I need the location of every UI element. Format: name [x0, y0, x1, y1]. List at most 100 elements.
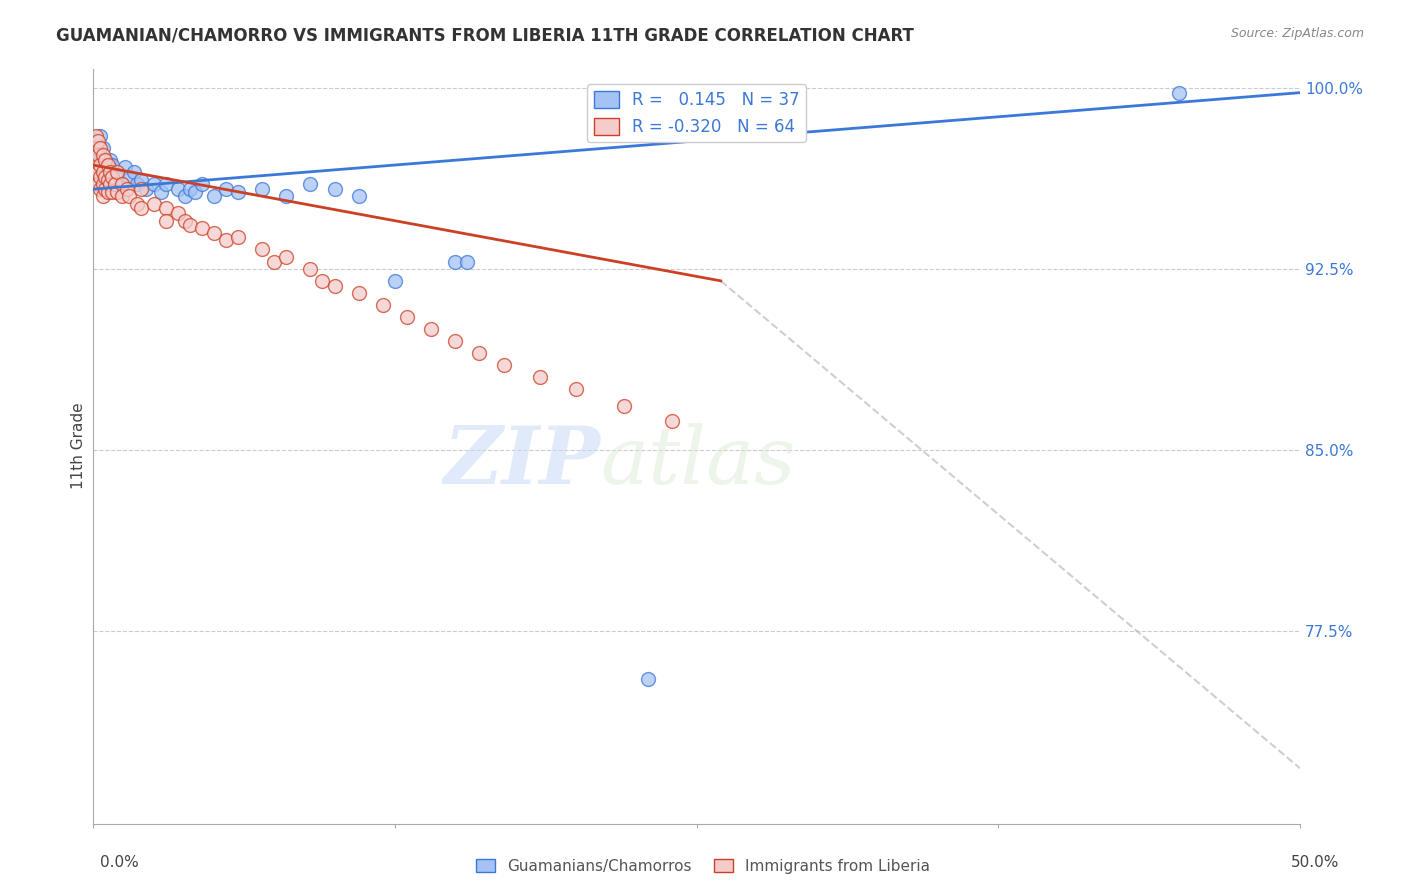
Point — [202, 189, 225, 203]
Point — [456, 254, 478, 268]
Point — [87, 148, 110, 162]
Point — [371, 298, 394, 312]
Point — [91, 141, 114, 155]
Point — [84, 129, 107, 144]
Point — [118, 170, 141, 185]
Point — [1168, 86, 1191, 100]
Point — [142, 178, 165, 192]
Point — [323, 278, 346, 293]
Point — [276, 250, 298, 264]
Point — [97, 165, 120, 179]
Point — [131, 182, 153, 196]
Point — [89, 182, 111, 196]
Text: 50.0%: 50.0% — [1291, 855, 1339, 870]
Point — [215, 182, 238, 196]
Point — [191, 220, 214, 235]
Point — [101, 185, 124, 199]
Point — [87, 178, 110, 192]
Point — [347, 189, 370, 203]
Point — [174, 189, 197, 203]
Point — [347, 285, 370, 300]
Point — [420, 322, 443, 336]
Point — [395, 310, 418, 324]
Point — [142, 196, 165, 211]
Point — [468, 346, 491, 360]
Point — [155, 178, 177, 192]
Point — [101, 170, 124, 185]
Point — [104, 178, 127, 192]
Point — [529, 370, 551, 384]
Point — [94, 182, 117, 196]
Point — [311, 274, 333, 288]
Point — [492, 359, 515, 373]
Point — [98, 153, 121, 168]
Y-axis label: 11th Grade: 11th Grade — [72, 403, 86, 490]
Point — [135, 182, 157, 196]
Point — [97, 172, 120, 186]
Point — [89, 141, 111, 155]
Point — [149, 185, 172, 199]
Text: GUAMANIAN/CHAMORRO VS IMMIGRANTS FROM LIBERIA 11TH GRADE CORRELATION CHART: GUAMANIAN/CHAMORRO VS IMMIGRANTS FROM LI… — [56, 27, 914, 45]
Point — [94, 172, 117, 186]
Point — [89, 170, 111, 185]
Point — [98, 178, 121, 192]
Legend: Guamanians/Chamorros, Immigrants from Liberia: Guamanians/Chamorros, Immigrants from Li… — [470, 853, 936, 880]
Legend: R =   0.145   N = 37, R = -0.320   N = 64: R = 0.145 N = 37, R = -0.320 N = 64 — [586, 85, 806, 143]
Point — [114, 161, 136, 175]
Point — [87, 134, 110, 148]
Point — [91, 178, 114, 192]
Point — [263, 254, 285, 268]
Text: atlas: atlas — [600, 423, 796, 500]
Point — [250, 243, 273, 257]
Point — [125, 196, 148, 211]
Point — [97, 158, 120, 172]
Point — [131, 172, 153, 186]
Text: ZIP: ZIP — [443, 423, 600, 500]
Point — [89, 129, 111, 144]
Point — [125, 178, 148, 192]
Point — [179, 219, 201, 233]
Point — [115, 182, 138, 196]
Point — [122, 165, 145, 179]
Point — [179, 182, 201, 196]
Text: Source: ZipAtlas.com: Source: ZipAtlas.com — [1230, 27, 1364, 40]
Point — [174, 213, 197, 227]
Point — [202, 226, 225, 240]
Point — [87, 148, 110, 162]
Point — [166, 206, 188, 220]
Point — [89, 158, 111, 172]
Point — [91, 165, 114, 179]
Point — [118, 189, 141, 203]
Point — [384, 274, 406, 288]
Point — [299, 178, 322, 192]
Point — [444, 254, 467, 268]
Point — [105, 170, 128, 185]
Point — [276, 189, 298, 203]
Point — [131, 202, 153, 216]
Point — [84, 158, 107, 172]
Point — [250, 182, 273, 196]
Point — [215, 233, 238, 247]
Point — [226, 185, 249, 199]
Point — [97, 185, 120, 199]
Point — [91, 148, 114, 162]
Point — [299, 261, 322, 276]
Point — [87, 165, 110, 179]
Point — [166, 182, 188, 196]
Point — [226, 230, 249, 244]
Point — [111, 178, 134, 192]
Text: 0.0%: 0.0% — [100, 855, 139, 870]
Point — [84, 158, 107, 172]
Point — [105, 165, 128, 179]
Point — [183, 185, 205, 199]
Point — [155, 213, 177, 227]
Point — [444, 334, 467, 348]
Point — [94, 153, 117, 168]
Point — [111, 178, 134, 192]
Point — [111, 189, 134, 203]
Point — [191, 178, 214, 192]
Point — [101, 158, 124, 172]
Point — [637, 672, 659, 686]
Point — [661, 414, 683, 428]
Point — [91, 189, 114, 203]
